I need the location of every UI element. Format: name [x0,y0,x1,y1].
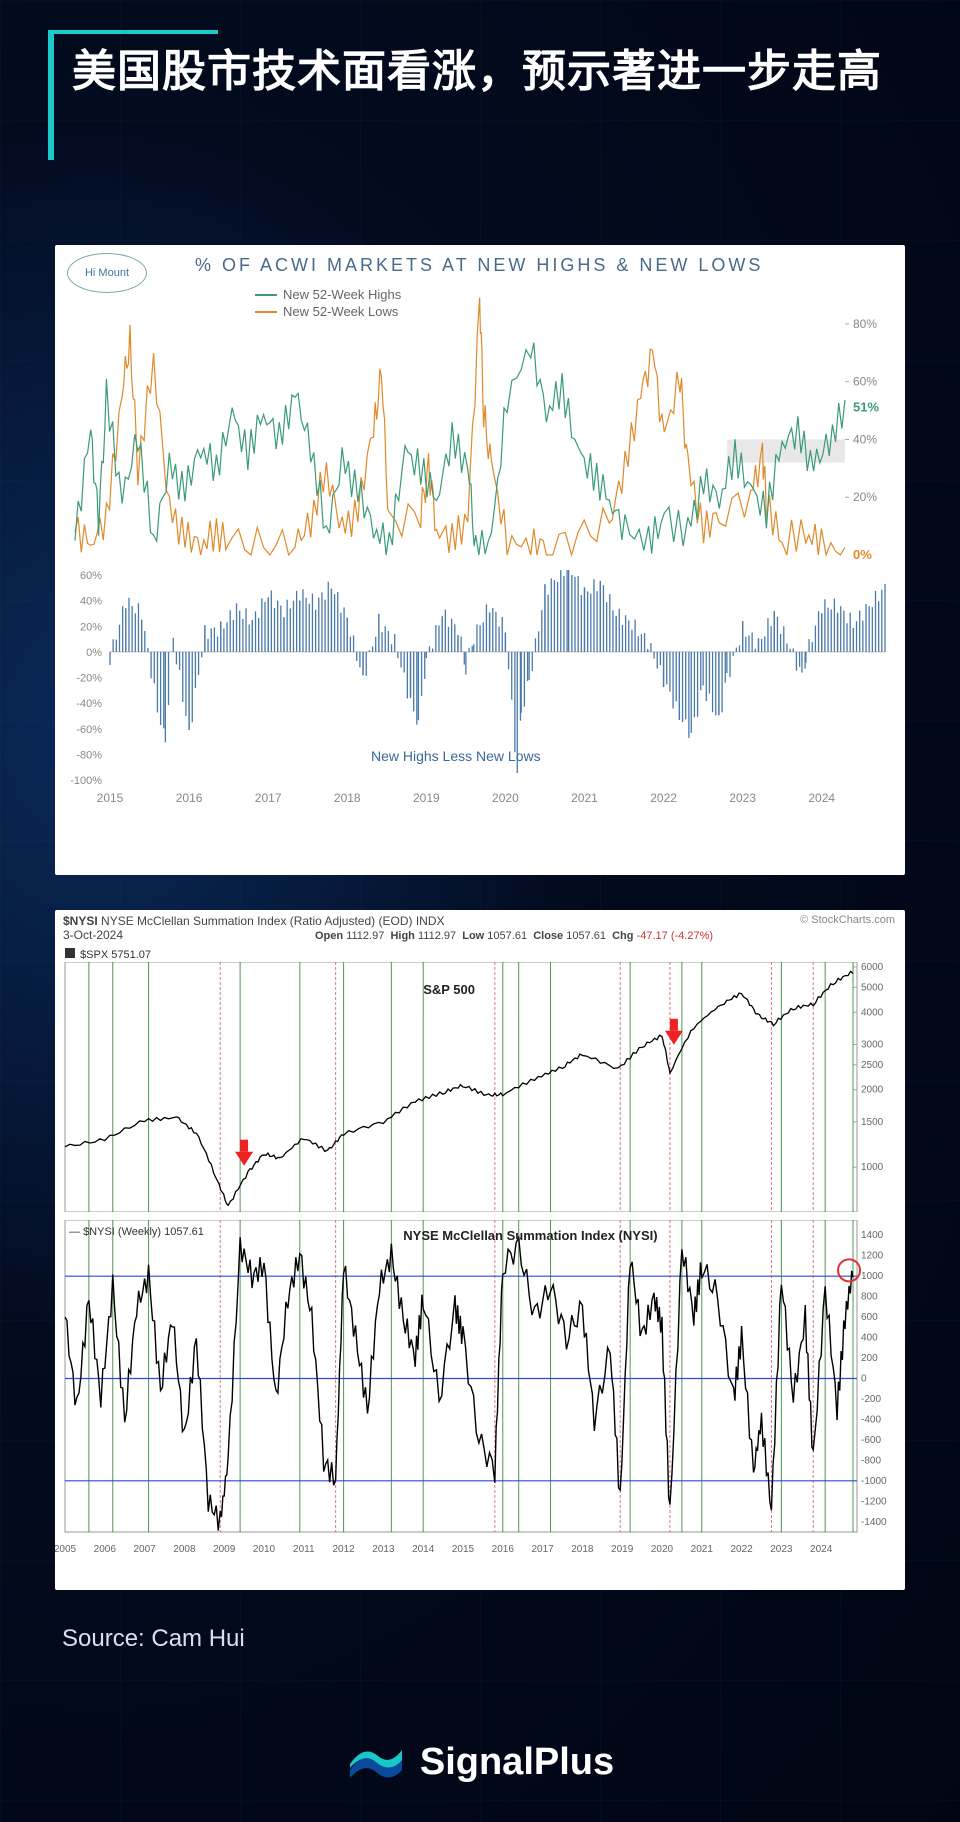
chart2-sp500-label: S&P 500 [423,982,475,997]
svg-text:1000: 1000 [861,1162,884,1173]
svg-text:2009: 2009 [213,1544,236,1555]
svg-text:40%: 40% [80,596,102,608]
svg-text:2500: 2500 [861,1060,884,1071]
chart2-desc: NYSE McClellan Summation Index (Ratio Ad… [101,914,444,928]
chart2-nysi-legend: — $NYSI (Weekly) 1057.61 [69,1226,204,1238]
svg-text:2021: 2021 [691,1544,714,1555]
heading-accent-left [48,30,54,160]
svg-text:60%: 60% [853,375,877,389]
svg-text:400: 400 [861,1333,878,1344]
svg-text:2012: 2012 [332,1544,355,1555]
chart1-lower-plot: -100% -80% -60% -40% -20% 0% 20% 40% 60% 2015 2016… [55,570,905,810]
svg-text:-1200: -1200 [861,1496,887,1507]
brand-name: SignalPlus [420,1741,614,1784]
page-title: 美国股市技术面看涨，预示著进一步走高 [50,42,910,101]
svg-text:600: 600 [861,1312,878,1323]
chart1-title: % OF ACWI MARKETS AT NEW HIGHS & NEW LOW… [195,255,763,276]
footer: SignalPlus [0,1740,960,1784]
svg-text:-100%: -100% [70,775,102,787]
svg-text:2005: 2005 [55,1544,77,1555]
chart2-ohlc: Open 1112.97 High 1112.97 Low 1057.61 Cl… [315,930,713,942]
svg-text:2016: 2016 [176,791,203,805]
svg-text:20%: 20% [80,621,102,633]
svg-text:60%: 60% [80,570,102,582]
svg-text:2010: 2010 [253,1544,276,1555]
svg-text:3000: 3000 [861,1039,884,1050]
svg-text:-1000: -1000 [861,1476,887,1487]
chart1-upper-plot: 20% 40% 60% 80% 51% 0% [55,285,905,565]
svg-text:2020: 2020 [492,791,519,805]
svg-text:2019: 2019 [611,1544,634,1555]
svg-text:-200: -200 [861,1394,881,1405]
svg-text:-800: -800 [861,1455,881,1466]
chart-acwi-highs-lows: Hi Mount % OF ACWI MARKETS AT NEW HIGHS … [55,245,905,875]
svg-text:2020: 2020 [651,1544,674,1555]
svg-text:2022: 2022 [650,791,677,805]
svg-text:2024: 2024 [808,791,835,805]
svg-text:2016: 2016 [492,1544,515,1555]
svg-text:2018: 2018 [571,1544,594,1555]
svg-text:-1400: -1400 [861,1517,887,1528]
svg-text:200: 200 [861,1353,878,1364]
chart2-lower-plot: -1400 -1200 -1000 -800 -600 -400 -200 0 200 400 60… [55,1220,905,1560]
svg-text:2023: 2023 [729,791,756,805]
svg-text:1500: 1500 [861,1117,884,1128]
svg-text:1200: 1200 [861,1251,884,1262]
svg-text:-80%: -80% [76,749,102,761]
svg-text:0: 0 [861,1374,867,1385]
svg-text:2000: 2000 [861,1085,884,1096]
svg-text:-40%: -40% [76,698,102,710]
svg-text:2014: 2014 [412,1544,435,1555]
svg-text:2011: 2011 [293,1544,315,1555]
brand-logo-icon [346,1740,406,1784]
chart2-upper-plot: 1000 1500 2000 2500 3000 4000 5000 6000 [55,962,905,1212]
svg-text:2007: 2007 [133,1544,156,1555]
svg-text:0%: 0% [86,647,102,659]
svg-text:1400: 1400 [861,1230,884,1241]
svg-text:80%: 80% [853,317,877,331]
svg-text:2015: 2015 [452,1544,475,1555]
chart2-ticker: $NYSI [63,914,98,928]
chart-nysi: $NYSI NYSE McClellan Summation Index (Ra… [55,910,905,1590]
svg-text:2019: 2019 [413,791,440,805]
svg-text:2023: 2023 [770,1544,793,1555]
svg-text:40%: 40% [853,432,877,446]
chart2-nysi-title: NYSE McClellan Summation Index (NYSI) [403,1228,657,1243]
svg-text:2022: 2022 [730,1544,753,1555]
chart2-date: 3-Oct-2024 [63,928,123,942]
svg-text:2021: 2021 [571,791,598,805]
heading-accent-top [48,30,218,34]
svg-text:2024: 2024 [810,1544,833,1555]
chart1-diff-label: New Highs Less New Lows [371,748,541,764]
svg-text:5000: 5000 [861,982,884,993]
svg-text:2013: 2013 [372,1544,395,1555]
svg-text:0%: 0% [853,547,872,562]
svg-text:-20%: -20% [76,673,102,685]
svg-text:51%: 51% [853,400,879,415]
svg-text:1000: 1000 [861,1271,884,1282]
svg-text:2018: 2018 [334,791,361,805]
svg-text:800: 800 [861,1292,878,1303]
svg-text:2015: 2015 [97,791,124,805]
svg-text:-60%: -60% [76,724,102,736]
svg-text:4000: 4000 [861,1007,884,1018]
svg-text:2008: 2008 [173,1544,196,1555]
svg-text:6000: 6000 [861,962,884,973]
svg-text:2006: 2006 [94,1544,117,1555]
svg-text:20%: 20% [853,490,877,504]
chart2-spx-label: $SPX 5751.07 [65,948,151,961]
svg-text:2017: 2017 [531,1544,554,1555]
svg-text:-400: -400 [861,1414,881,1425]
page-heading-block: 美国股市技术面看涨，预示著进一步走高 [50,42,910,101]
svg-text:2017: 2017 [255,791,282,805]
svg-text:-600: -600 [861,1435,881,1446]
source-label: Source: Cam Hui [62,1625,245,1653]
stockcharts-credit: © StockCharts.com [800,914,895,926]
